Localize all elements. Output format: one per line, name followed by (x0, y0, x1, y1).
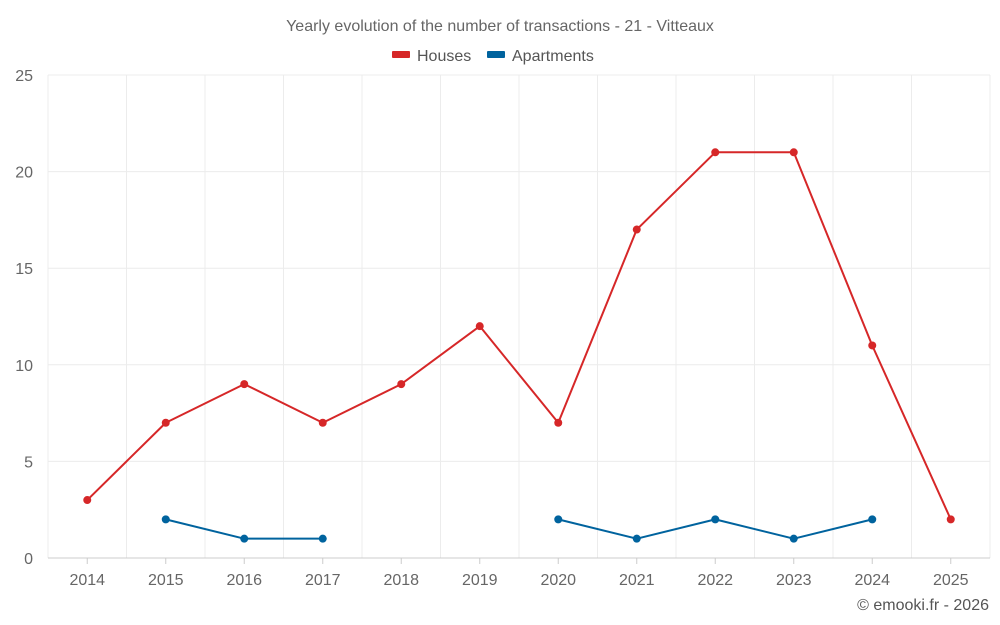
data-point-apartments-2024[interactable] (868, 515, 877, 524)
data-point-houses-2023[interactable] (789, 148, 798, 157)
credit-text: © emooki.fr - 2026 (857, 597, 989, 614)
data-point-houses-2019[interactable] (475, 322, 484, 331)
y-tick-label: 0 (24, 551, 33, 568)
y-tick-label: 20 (15, 165, 33, 182)
y-tick-label: 25 (15, 68, 33, 85)
grid-lines (47, 74, 991, 558)
data-point-houses-2020[interactable] (554, 418, 563, 427)
y-tick-label: 10 (15, 358, 33, 375)
legend-item-apartments[interactable]: Apartments (487, 48, 594, 65)
data-point-houses-2024[interactable] (868, 341, 877, 350)
data-point-houses-2014[interactable] (83, 496, 92, 505)
legend-swatch-apartments (487, 51, 505, 58)
data-point-houses-2016[interactable] (240, 380, 249, 389)
x-tick-label: 2017 (305, 572, 341, 589)
data-point-apartments-2021[interactable] (632, 534, 641, 543)
data-point-houses-2022[interactable] (711, 148, 720, 157)
data-point-houses-2025[interactable] (946, 515, 955, 524)
legend-label-apartments: Apartments (512, 48, 594, 65)
x-tick-label: 2025 (933, 572, 969, 589)
data-point-houses-2021[interactable] (632, 225, 641, 234)
x-tick-label: 2014 (69, 572, 105, 589)
legend-item-houses[interactable]: Houses (392, 48, 471, 65)
x-tick-label: 2019 (462, 572, 498, 589)
x-tick-label: 2021 (619, 572, 655, 589)
x-tick-label: 2024 (854, 572, 890, 589)
data-point-apartments-2022[interactable] (711, 515, 720, 524)
chart-title: Yearly evolution of the number of transa… (286, 18, 714, 35)
x-tick-label: 2020 (540, 572, 576, 589)
legend-swatch-houses (392, 51, 410, 58)
data-point-apartments-2020[interactable] (554, 515, 563, 524)
data-point-houses-2015[interactable] (161, 418, 170, 427)
data-point-houses-2018[interactable] (397, 380, 406, 389)
legend-label-houses: Houses (417, 48, 471, 65)
series-line-houses (86, 151, 952, 520)
legend: Houses Apartments (392, 48, 594, 65)
data-point-apartments-2015[interactable] (161, 515, 170, 524)
series-layer (83, 148, 955, 543)
x-tick-label: 2015 (148, 572, 184, 589)
series-houses (83, 148, 955, 524)
x-tick-label: 2022 (697, 572, 733, 589)
x-tick-label: 2023 (776, 572, 812, 589)
y-tick-label: 15 (15, 261, 33, 278)
x-tick-label: 2016 (226, 572, 262, 589)
x-tick-label: 2018 (383, 572, 419, 589)
y-tick-label: 5 (24, 454, 33, 471)
data-point-apartments-2017[interactable] (318, 534, 327, 543)
data-point-apartments-2023[interactable] (789, 534, 798, 543)
data-point-houses-2017[interactable] (318, 418, 327, 427)
series-apartments (161, 515, 877, 543)
data-point-apartments-2016[interactable] (240, 534, 249, 543)
